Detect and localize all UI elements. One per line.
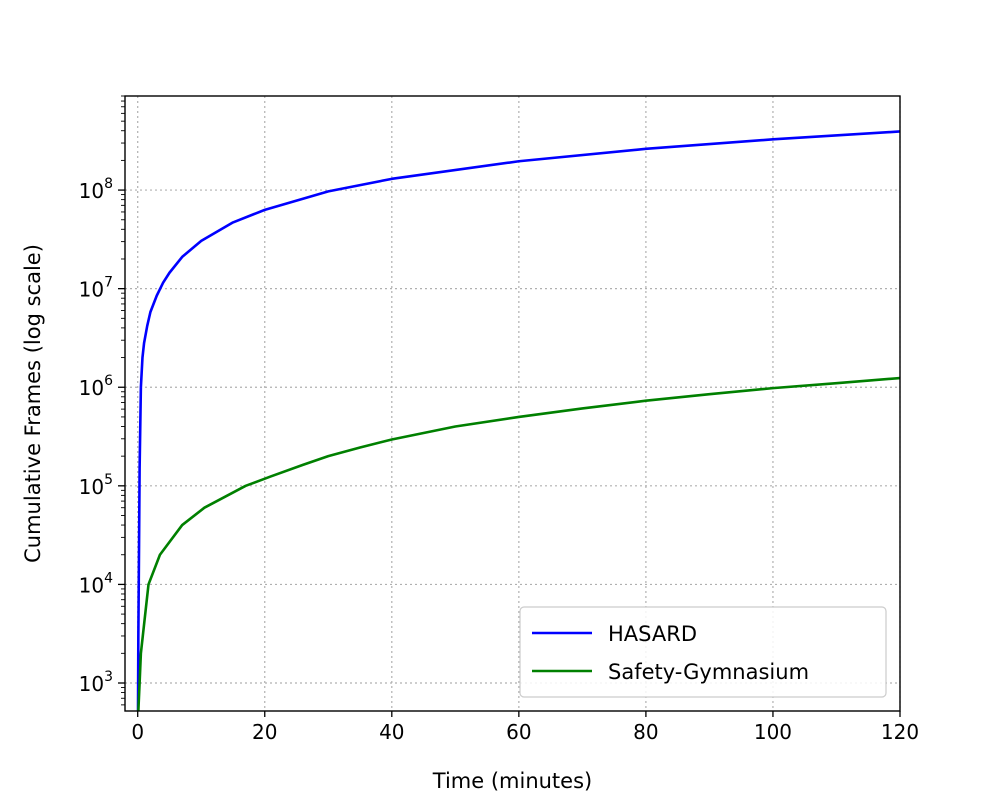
y-axis-label: Cumulative Frames (log scale) [21,244,45,563]
y-tick-label: 108 [79,176,113,203]
legend-label: Safety-Gymnasium [608,660,809,684]
x-tick-label: 80 [633,720,658,744]
y-axis: 103 104 105 106 107 108 [79,95,125,706]
x-tick-label: 60 [506,720,531,744]
y-tick-label: 107 [79,275,113,302]
y-tick-label: 103 [79,669,113,696]
plot-frame [124,95,901,712]
legend-box [519,606,887,698]
x-tick-label: 20 [252,720,277,744]
y-tick-label: 104 [79,570,113,597]
x-tick-label: 0 [131,720,144,744]
x-tick-label: 40 [379,720,404,744]
series-line-safety-gymnasium [137,376,900,711]
x-tick-label: 120 [881,720,919,744]
x-axis: 0 20 40 60 80 100 120 [131,711,919,744]
y-tick-label: 106 [79,373,113,400]
series-line-hasard [136,130,900,711]
plot-lines [136,130,900,711]
legend-label: HASARD [608,622,697,646]
x-axis-label: Time (minutes) [432,769,592,793]
legend: HASARD Safety-Gymnasium [519,606,887,698]
x-tick-label: 100 [754,720,792,744]
y-tick-label: 105 [79,472,113,499]
